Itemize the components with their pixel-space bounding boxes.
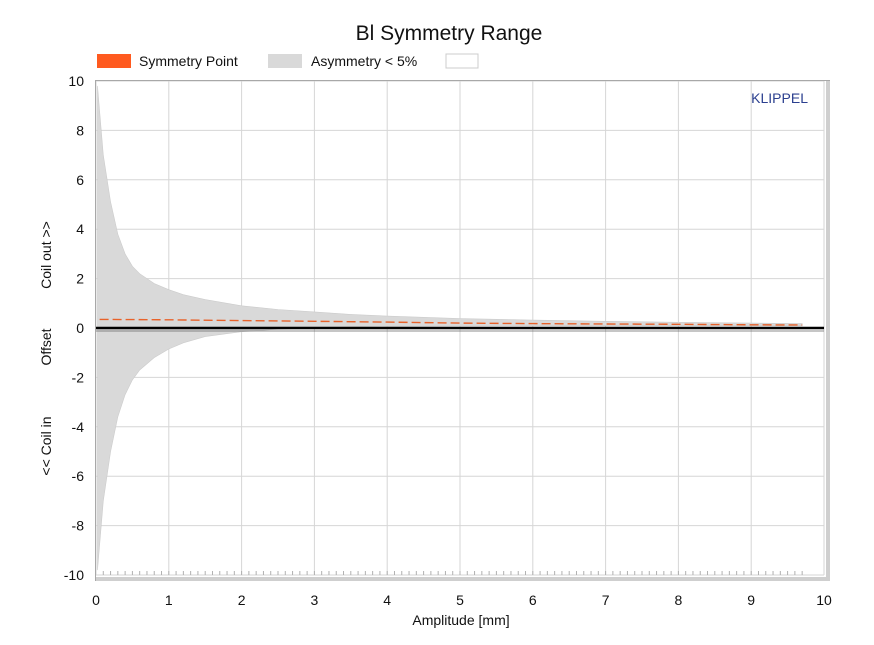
- y-tick-label: 8: [76, 122, 84, 138]
- y-axis-label-part: Coil out >>: [38, 221, 54, 289]
- chart-title: Bl Symmetry Range: [356, 22, 543, 45]
- y-tick-label: 10: [68, 73, 84, 89]
- symmetry-point-line: [99, 318, 803, 326]
- y-axis-label-part: << Coil in: [38, 416, 54, 475]
- x-tick-label: 3: [311, 592, 319, 608]
- plot-shadow-right: [826, 81, 830, 581]
- y-tick-label: -6: [72, 468, 85, 484]
- x-tick-label: 9: [747, 592, 755, 608]
- y-tick-label: 2: [76, 271, 84, 287]
- y-tick-label: 0: [76, 320, 84, 336]
- y-axis-label-part: Offset: [38, 328, 54, 365]
- x-minor-ticks: [102, 571, 803, 575]
- y-tick-label: -8: [72, 518, 85, 534]
- x-tick-label: 2: [238, 592, 246, 608]
- x-tick-label: 7: [602, 592, 610, 608]
- x-tick-label: 5: [456, 592, 464, 608]
- y-tick-label: 4: [76, 221, 84, 237]
- x-tick-label: 10: [816, 592, 832, 608]
- klippel-watermark: KLIPPEL: [751, 90, 808, 106]
- legend-swatch: [445, 53, 479, 69]
- y-tick-label: 6: [76, 172, 84, 188]
- x-tick-label: 1: [165, 592, 173, 608]
- legend-label: Symmetry Point: [139, 53, 238, 69]
- x-tick-label: 0: [92, 592, 100, 608]
- x-tick-label: 8: [675, 592, 683, 608]
- series-lines: [96, 318, 824, 332]
- x-tick-label: 4: [383, 592, 391, 608]
- y-tick-label: -4: [72, 419, 85, 435]
- y-tick-labels: 10 8 6 4 2 0 -2 -4 -6 -8 -10: [64, 73, 84, 583]
- legend-swatch: [268, 54, 302, 68]
- x-tick-labels: 0 1 2 3 4 5 6 7 8 9 10: [92, 592, 832, 608]
- legend-label: Asymmetry < 5%: [311, 53, 417, 69]
- y-tick-label: -10: [64, 567, 84, 583]
- legend-swatch: [97, 54, 131, 68]
- y-axis-label: << Coil in Offset Coil out >>: [38, 221, 54, 475]
- x-tick-label: 6: [529, 592, 537, 608]
- y-tick-label: -2: [72, 369, 85, 385]
- plot-shadow-bottom: [96, 577, 830, 581]
- x-axis-label: Amplitude [mm]: [412, 612, 509, 628]
- legend: Symmetry Point Asymmetry < 5%: [97, 53, 479, 69]
